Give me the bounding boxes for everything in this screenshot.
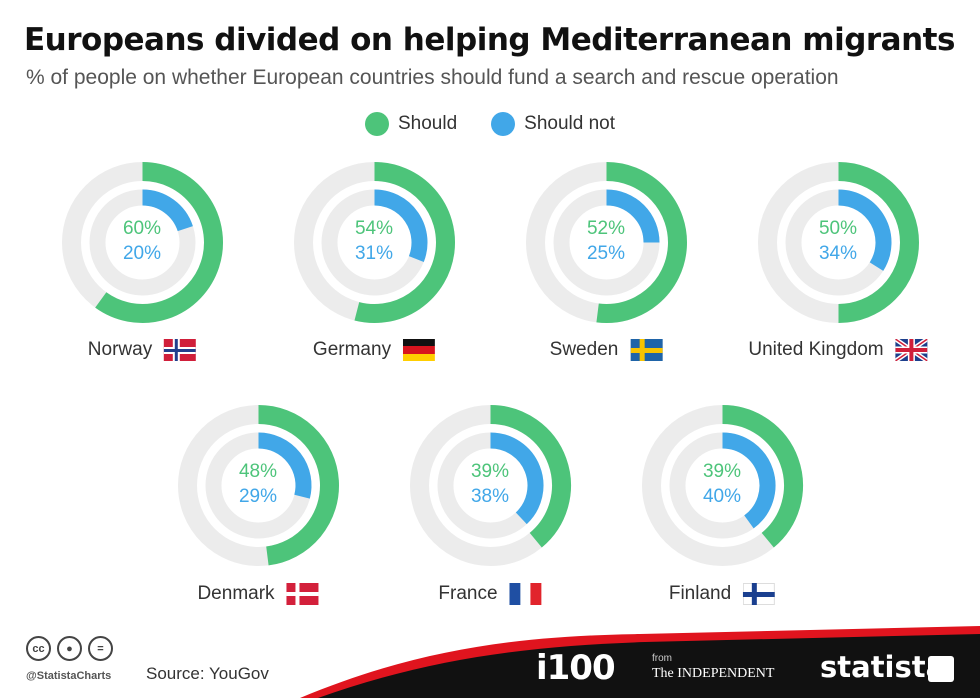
source-note: Source: YouGov	[146, 664, 269, 683]
value-should-germany: 54%	[354, 217, 394, 239]
donut-france: 39% 38%	[408, 403, 573, 568]
country-label-norway: Norway	[87, 339, 197, 361]
donut-norway: 60% 20%	[60, 160, 225, 325]
from-label: from	[652, 653, 672, 664]
arc-should-germany	[353, 161, 455, 323]
donut-svg-france	[409, 404, 571, 566]
legend-label-should: Should	[397, 113, 458, 134]
finland-flag-icon	[743, 583, 776, 605]
donut-denmark: 48% 29%	[176, 403, 341, 568]
denmark-flag-icon	[286, 583, 319, 605]
country-label-france: France	[438, 583, 542, 605]
donut-sweden: 52% 25%	[524, 160, 689, 325]
country-label-germany: Germany	[312, 339, 436, 361]
arc-should-not-sweden	[605, 189, 659, 243]
donut-svg-sweden	[525, 161, 687, 323]
germany-flag-icon	[403, 339, 436, 361]
value-should-not-finland: 40%	[702, 485, 742, 507]
value-should-finland: 39%	[702, 460, 742, 482]
twitter-handle: @StatistaCharts	[26, 670, 112, 682]
donut-svg-norway	[61, 161, 223, 323]
donut-values: 39% 38%	[408, 459, 573, 509]
country-name: United Kingdom	[748, 339, 884, 360]
arc-should-finland	[721, 404, 803, 548]
value-should-not-norway: 20%	[122, 242, 162, 264]
arc-should-not-norway	[141, 189, 193, 231]
value-should-not-france: 38%	[470, 485, 510, 507]
arc-should-not-finland	[721, 432, 775, 528]
independent-logo: The INDEPENDENT	[652, 666, 775, 681]
donut-germany: 54% 31%	[292, 160, 457, 325]
legend-item-should-not: Should not	[491, 112, 615, 136]
value-should-sweden: 52%	[586, 217, 626, 239]
norway-flag-icon	[164, 339, 197, 361]
arc-should-not-denmark	[257, 432, 311, 499]
arc-should-sweden	[595, 161, 687, 323]
donut-svg-finland	[641, 404, 803, 566]
statista-logo: statista	[820, 650, 946, 684]
arc-should-denmark	[257, 404, 339, 565]
statista-mark-icon	[928, 656, 954, 682]
donut-values: 54% 31%	[292, 216, 457, 266]
france-flag-icon	[509, 583, 542, 605]
donut-svg-germany	[293, 161, 455, 323]
footer-band	[300, 626, 980, 698]
arc-should-united-kingdom	[837, 161, 919, 323]
legend-item-should: Should	[364, 112, 458, 136]
donut-finland: 39% 40%	[640, 403, 805, 568]
donut-values: 50% 34%	[756, 216, 921, 266]
country-name: Sweden	[549, 339, 619, 360]
attribution-icon: ●	[57, 636, 82, 661]
donut-svg-denmark	[177, 404, 339, 566]
country-label-united-kingdom: United Kingdom	[748, 339, 928, 361]
arc-should-not-united-kingdom	[837, 189, 891, 271]
no-derivatives-icon: =	[88, 636, 113, 661]
legend-swatch-should-not	[491, 112, 516, 136]
arc-should-not-france	[489, 432, 543, 524]
i100-logo: i100	[536, 648, 616, 688]
creative-commons-icon: cc	[26, 636, 51, 661]
donut-values: 39% 40%	[640, 459, 805, 509]
license-icons: cc ● =	[26, 636, 113, 661]
donut-united-kingdom: 50% 34%	[756, 160, 921, 325]
legend-label-should-not: Should not	[524, 113, 616, 134]
arc-should-norway	[94, 161, 223, 323]
value-should-not-sweden: 25%	[586, 242, 626, 264]
chart-subtitle: % of people on whether European countrie…	[26, 66, 839, 89]
chart-title: Europeans divided on helping Mediterrane…	[24, 22, 955, 58]
country-name: Germany	[312, 339, 392, 360]
value-should-norway: 60%	[122, 217, 162, 239]
donut-values: 48% 29%	[176, 459, 341, 509]
value-should-not-denmark: 29%	[238, 485, 278, 507]
value-should-not-united-kingdom: 34%	[818, 242, 858, 264]
value-should-not-germany: 31%	[354, 242, 394, 264]
uk-flag-icon	[895, 339, 928, 361]
country-name: Finland	[668, 583, 732, 604]
country-name: Norway	[87, 339, 153, 360]
donut-svg-united-kingdom	[757, 161, 919, 323]
arc-should-not-germany	[373, 189, 427, 262]
country-label-sweden: Sweden	[550, 339, 663, 361]
arc-should-france	[489, 404, 571, 548]
i100-text: i100	[536, 648, 616, 688]
legend: Should Should not	[0, 112, 980, 136]
value-should-france: 39%	[470, 460, 510, 482]
value-should-united-kingdom: 50%	[818, 217, 858, 239]
country-name: Denmark	[197, 583, 275, 604]
sweden-flag-icon	[630, 339, 663, 361]
donut-values: 52% 25%	[524, 216, 689, 266]
legend-swatch-should	[364, 112, 389, 136]
donut-values: 60% 20%	[60, 216, 225, 266]
country-name: France	[438, 583, 498, 604]
country-label-finland: Finland	[668, 583, 776, 605]
country-label-denmark: Denmark	[197, 583, 319, 605]
value-should-denmark: 48%	[238, 460, 278, 482]
